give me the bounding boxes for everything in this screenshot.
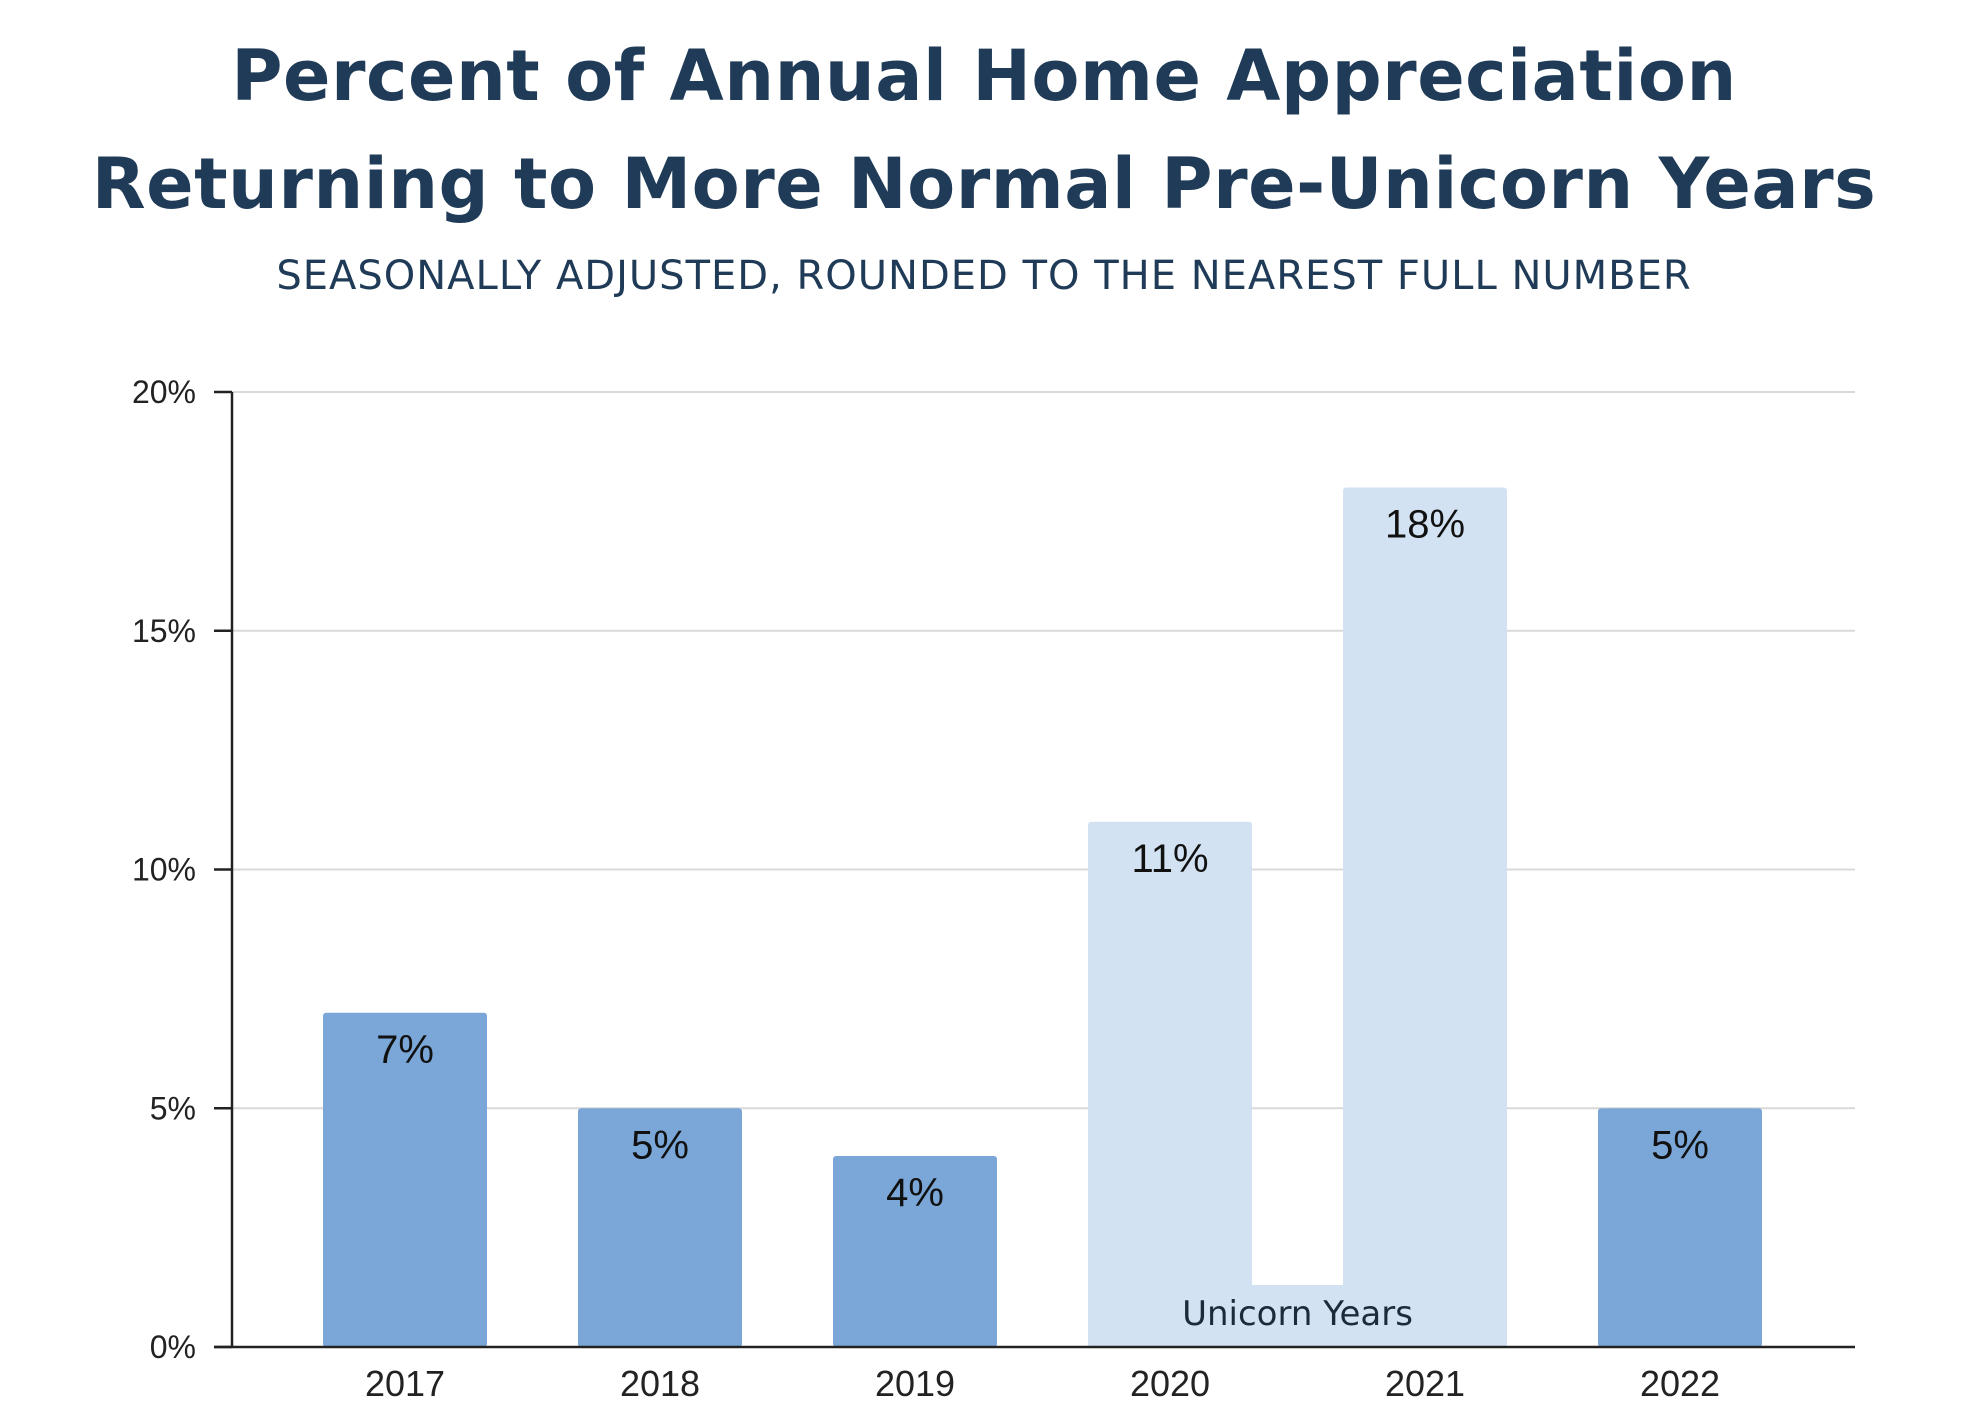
x-tick-label-2018: 2018 bbox=[620, 1363, 700, 1404]
x-tick-label-2020: 2020 bbox=[1130, 1363, 1210, 1404]
x-tick-label-2022: 2022 bbox=[1640, 1363, 1720, 1404]
y-tick-label-0pct: 0% bbox=[150, 1329, 196, 1365]
data-label-2017: 7% bbox=[376, 1028, 434, 1072]
bar-2022 bbox=[1598, 1108, 1762, 1347]
y-tick-label-5pct: 5% bbox=[150, 1090, 196, 1126]
x-tick-label-2017: 2017 bbox=[365, 1363, 445, 1404]
unicorn-years-band bbox=[1251, 1285, 1344, 1347]
data-label-2022: 5% bbox=[1651, 1123, 1709, 1167]
bar-2017 bbox=[323, 1012, 487, 1347]
y-tick-label-20pct: 20% bbox=[132, 374, 196, 410]
y-tick-label-15pct: 15% bbox=[132, 613, 196, 649]
x-tick-label-2019: 2019 bbox=[875, 1363, 955, 1404]
data-label-2019: 4% bbox=[886, 1171, 944, 1215]
bar-2020 bbox=[1088, 821, 1252, 1347]
data-label-2018: 5% bbox=[631, 1123, 689, 1167]
chart-title-line-2: Returning to More Normal Pre-Unicorn Yea… bbox=[91, 143, 1877, 225]
data-label-2020: 11% bbox=[1131, 837, 1208, 881]
unicorn-years-label: Unicorn Years bbox=[1182, 1294, 1413, 1334]
title-block: Percent of Annual Home Appreciation Retu… bbox=[0, 22, 1968, 306]
bar-2018 bbox=[578, 1108, 742, 1347]
chart-title-line-1: Percent of Annual Home Appreciation bbox=[231, 35, 1737, 117]
y-tick-label-10pct: 10% bbox=[132, 852, 196, 888]
bar-2021 bbox=[1343, 487, 1507, 1347]
bar-2019 bbox=[833, 1156, 997, 1347]
data-label-2021: 18% bbox=[1385, 503, 1465, 547]
x-tick-label-2021: 2021 bbox=[1385, 1363, 1465, 1404]
chart-subtitle: SEASONALLY ADJUSTED, ROUNDED TO THE NEAR… bbox=[276, 253, 1692, 299]
